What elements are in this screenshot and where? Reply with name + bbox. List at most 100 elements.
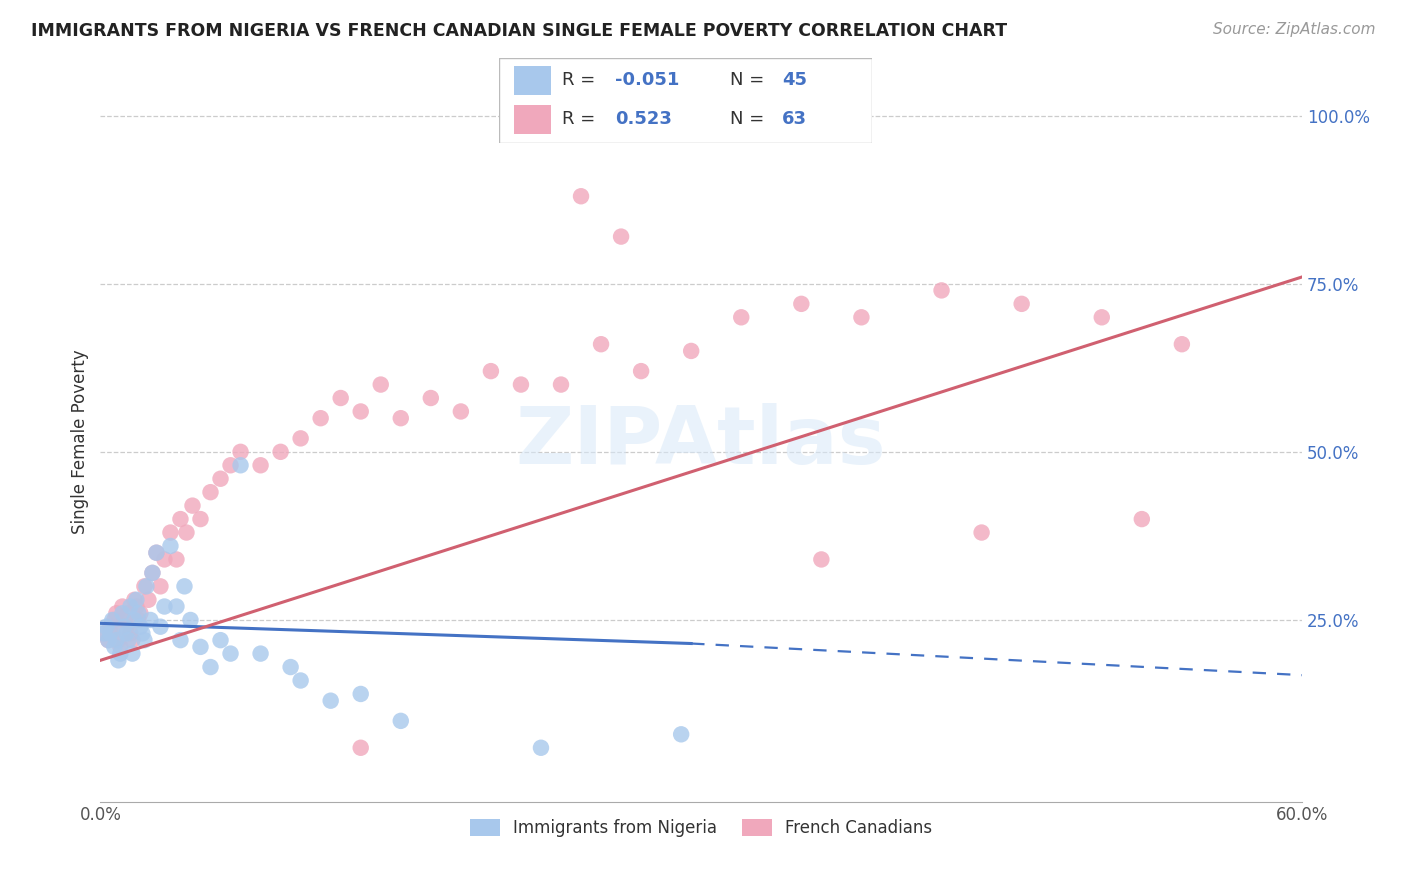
Point (309, 411, 332, 425)
Point (280, 660, 302, 674)
Point (98, 620, 121, 634)
Text: N =: N = (730, 111, 770, 128)
Point (111, 599, 134, 614)
Point (450, 404, 472, 418)
Point (219, 458, 242, 473)
Point (159, 525, 181, 540)
Point (125, 599, 148, 614)
Point (270, 445, 292, 459)
Point (200, 485, 222, 500)
Point (129, 606, 152, 620)
Point (630, 364, 652, 378)
FancyBboxPatch shape (499, 58, 872, 143)
Point (166, 599, 188, 614)
Point (931, 284, 953, 298)
Text: R =: R = (562, 71, 602, 89)
Point (249, 647, 271, 661)
Point (125, 592, 148, 607)
Point (112, 613, 135, 627)
Text: -0.051: -0.051 (614, 71, 679, 89)
Point (134, 579, 156, 593)
Point (419, 391, 441, 405)
Point (115, 620, 138, 634)
Point (120, 626, 142, 640)
Point (389, 411, 412, 425)
Point (153, 552, 176, 566)
Point (115, 626, 138, 640)
Point (96, 620, 118, 634)
Point (730, 310, 752, 325)
Point (103, 613, 125, 627)
Point (111, 606, 134, 620)
Point (329, 391, 352, 405)
Point (107, 653, 129, 667)
Point (97, 633, 120, 648)
Point (153, 599, 176, 614)
Point (117, 606, 139, 620)
Point (117, 633, 139, 648)
Point (229, 458, 252, 473)
Point (124, 592, 146, 607)
Point (350, 687, 373, 701)
Point (970, 525, 993, 540)
Point (610, 229, 633, 244)
Point (851, 310, 873, 325)
Point (550, 377, 572, 392)
Point (1130, 512, 1153, 526)
Text: 45: 45 (782, 71, 807, 89)
Point (209, 472, 232, 486)
Point (1171, 337, 1194, 351)
Point (121, 647, 143, 661)
Legend: Immigrants from Nigeria, French Canadians: Immigrants from Nigeria, French Canadian… (463, 812, 939, 844)
Point (219, 647, 242, 661)
Point (149, 620, 172, 634)
Point (530, 740, 553, 755)
Point (145, 546, 167, 560)
Point (1091, 310, 1114, 325)
Point (134, 633, 156, 648)
Point (290, 431, 312, 445)
Point (176, 525, 198, 540)
Point (105, 606, 128, 620)
Point (124, 613, 146, 627)
Point (98, 626, 121, 640)
Point (129, 620, 152, 634)
Text: R =: R = (562, 111, 607, 128)
Point (110, 647, 132, 661)
Point (139, 613, 162, 627)
Point (173, 579, 195, 593)
Point (350, 404, 373, 418)
Text: N =: N = (730, 71, 770, 89)
Point (350, 740, 373, 755)
Point (790, 297, 813, 311)
Point (127, 606, 149, 620)
Point (141, 566, 163, 580)
Point (131, 626, 153, 640)
Point (145, 546, 167, 560)
Point (569, 189, 592, 203)
Point (121, 633, 143, 648)
Point (1011, 297, 1033, 311)
Point (319, 694, 342, 708)
Point (93, 626, 115, 640)
Point (97, 633, 120, 648)
Point (810, 552, 832, 566)
Y-axis label: Single Female Poverty: Single Female Poverty (72, 350, 89, 534)
Point (101, 626, 124, 640)
FancyBboxPatch shape (515, 66, 551, 95)
Point (138, 592, 160, 607)
Point (107, 633, 129, 648)
Point (120, 599, 142, 614)
Point (149, 579, 172, 593)
Point (112, 620, 135, 634)
Point (229, 445, 252, 459)
FancyBboxPatch shape (515, 104, 551, 134)
Point (479, 364, 502, 378)
Point (127, 613, 149, 627)
Point (190, 640, 212, 654)
Point (370, 377, 392, 392)
Text: Source: ZipAtlas.com: Source: ZipAtlas.com (1212, 22, 1375, 37)
Point (135, 579, 157, 593)
Point (510, 377, 533, 392)
Point (105, 633, 128, 648)
